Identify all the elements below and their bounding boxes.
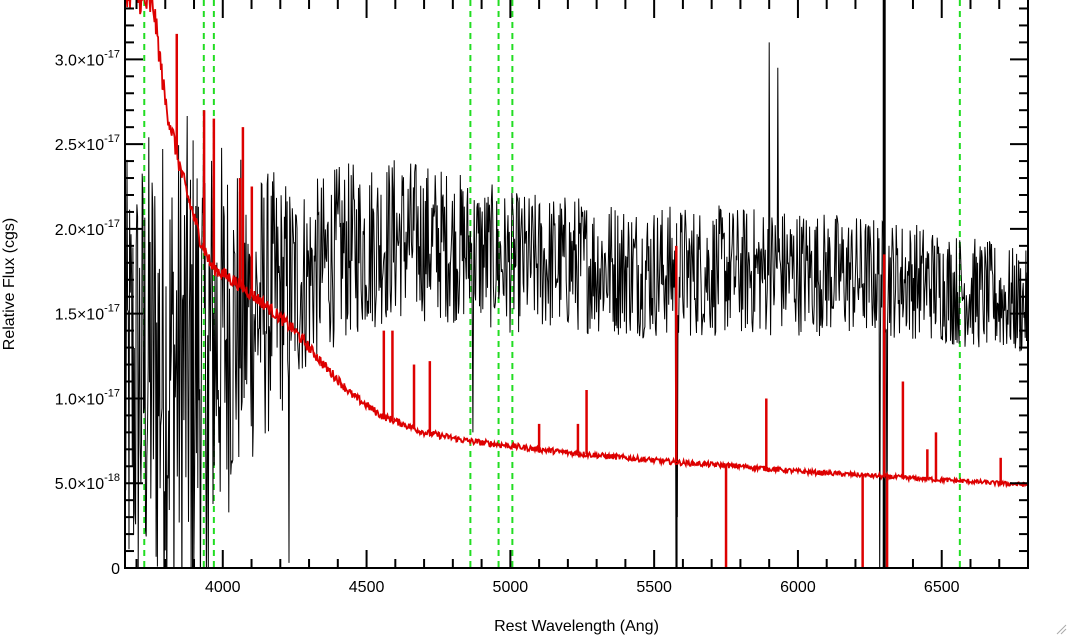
- resize-grip-icon: [1056, 624, 1067, 635]
- y-tick-label: 1.5×10-17: [55, 303, 120, 324]
- y-axis-label: Relative Flux (cgs): [1, 218, 18, 350]
- y-tick-labels: 0 5.0×10-18 1.0×10-17 1.5×10-17 2.0×10-17 2.5…: [55, 48, 120, 578]
- y-tick-label: 2.5×10-17: [55, 133, 120, 154]
- observed-spectrum-series: [125, 0, 1028, 568]
- model-spectrum-line: [125, 0, 1028, 489]
- observed-spectrum-line: [125, 0, 1028, 568]
- plot-frame: [124, 0, 1029, 569]
- x-tick-label: 4500: [349, 579, 385, 596]
- x-axis-label: Rest Wavelength (Ang): [494, 618, 659, 635]
- emission-line-markers: [143, 0, 961, 568]
- y-tick-label: 1.0×10-17: [55, 387, 120, 408]
- x-tick-labels: 4000 4500 5000 5500 6000 6500: [205, 579, 960, 596]
- y-tick-label: 0: [111, 561, 120, 578]
- x-tick-label: 5000: [493, 579, 529, 596]
- x-tick-label: 5500: [636, 579, 672, 596]
- y-tick-label: 5.0×10-18: [55, 472, 120, 493]
- x-tick-label: 6000: [780, 579, 816, 596]
- model-spectrum-series: [125, 0, 1028, 568]
- x-tick-label: 4000: [205, 579, 241, 596]
- x-tick-label: 6500: [924, 579, 960, 596]
- y-tick-label: 2.0×10-17: [55, 218, 120, 239]
- y-tick-label: 3.0×10-17: [55, 48, 120, 69]
- axis-ticks: [125, 0, 1029, 569]
